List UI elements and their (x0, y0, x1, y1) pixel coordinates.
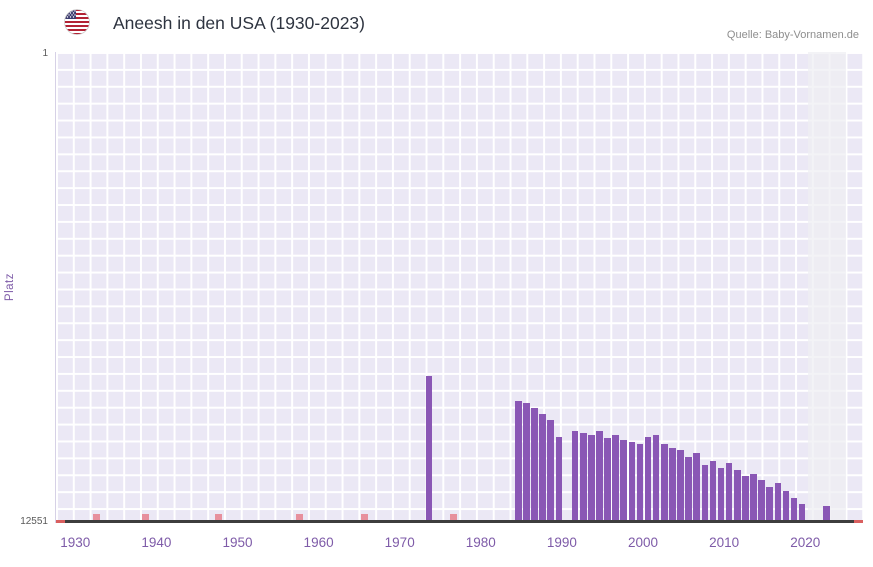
bar-2002[interactable] (660, 444, 668, 521)
bar-1996[interactable] (612, 434, 619, 521)
x-tick-1970: 1970 (384, 535, 415, 550)
bar-2008[interactable] (709, 460, 717, 521)
bar-2012[interactable] (742, 475, 749, 521)
no-data-marker-1976 (449, 514, 457, 521)
bar-2015[interactable] (766, 487, 774, 521)
bar-2005[interactable] (685, 457, 692, 521)
no-data-marker-1965 (360, 514, 368, 521)
bar-2010[interactable] (725, 462, 733, 521)
bar-2004[interactable] (677, 449, 684, 521)
x-tick-1950: 1950 (222, 535, 253, 550)
x-tick-2010: 2010 (709, 535, 740, 550)
x-tick-1930: 1930 (60, 535, 91, 550)
bar-2018[interactable] (790, 498, 798, 521)
no-data-marker-1947 (214, 514, 222, 521)
bar-2003[interactable] (669, 447, 676, 521)
x-axis-line (56, 520, 863, 523)
bar-1995[interactable] (604, 438, 611, 521)
bar-1992[interactable] (579, 432, 587, 521)
no-data-marker-1932 (93, 514, 101, 521)
chart-title: Aneesh in den USA (1930-2023) (113, 13, 365, 33)
bar-1985[interactable] (523, 402, 530, 521)
bar-2009[interactable] (717, 468, 725, 521)
bar-2007[interactable] (701, 464, 709, 521)
y-axis-max-label: 1 (42, 48, 48, 59)
source-attribution: Quelle: Baby-Vornamen.de (726, 29, 859, 41)
bar-1997[interactable] (620, 440, 628, 521)
bar-1994[interactable] (596, 430, 603, 521)
bar-2013[interactable] (750, 474, 757, 521)
bar-2016[interactable] (774, 483, 782, 521)
bar-1991[interactable] (571, 430, 579, 521)
x-tick-2000: 2000 (627, 535, 659, 550)
y-axis-title-wrap: Platz (2, 52, 17, 523)
bar-1986[interactable] (531, 408, 538, 521)
bar-2019[interactable] (798, 504, 806, 521)
bar-1973[interactable] (425, 376, 433, 521)
bar-1987[interactable] (539, 414, 546, 521)
x-tick-1940: 1940 (141, 535, 172, 550)
bar-2011[interactable] (733, 470, 741, 521)
x-tick-1960: 1960 (303, 535, 334, 550)
bar-2001[interactable] (652, 434, 660, 521)
bar-2017[interactable] (782, 490, 790, 521)
bar-1984[interactable] (514, 400, 522, 521)
no-data-marker-1938 (141, 514, 149, 521)
x-axis-labels: 1930 1940 1950 1960 1970 1980 1990 2000 2010 2020 (55, 531, 862, 553)
bar-1989[interactable] (555, 436, 563, 521)
y-axis-min-label: 12551 (20, 516, 48, 527)
x-tick-2020: 2020 (790, 535, 821, 550)
recent-years-band (807, 52, 846, 523)
x-tick-1990: 1990 (546, 535, 577, 550)
us-flag-icon (64, 9, 90, 35)
chart-container: 1 12551 Platz 1930 1940 1950 1960 1970 1980 19… (0, 48, 873, 557)
bar-2014[interactable] (758, 479, 765, 521)
no-data-marker-1957 (295, 514, 303, 521)
x-tick-1980: 1980 (465, 535, 496, 550)
bar-1993[interactable] (587, 434, 595, 521)
bar-2006[interactable] (693, 453, 701, 521)
bar-1998[interactable] (628, 442, 636, 521)
y-axis-title: Platz (3, 273, 16, 302)
bar-1988[interactable] (547, 419, 555, 521)
bar-1999[interactable] (636, 444, 644, 521)
plot-area (55, 52, 863, 523)
chart-header: Aneesh in den USA (1930-2023) Quelle: Ba… (0, 0, 873, 48)
bar-2000[interactable] (644, 436, 652, 521)
bar-2022[interactable] (823, 505, 830, 521)
